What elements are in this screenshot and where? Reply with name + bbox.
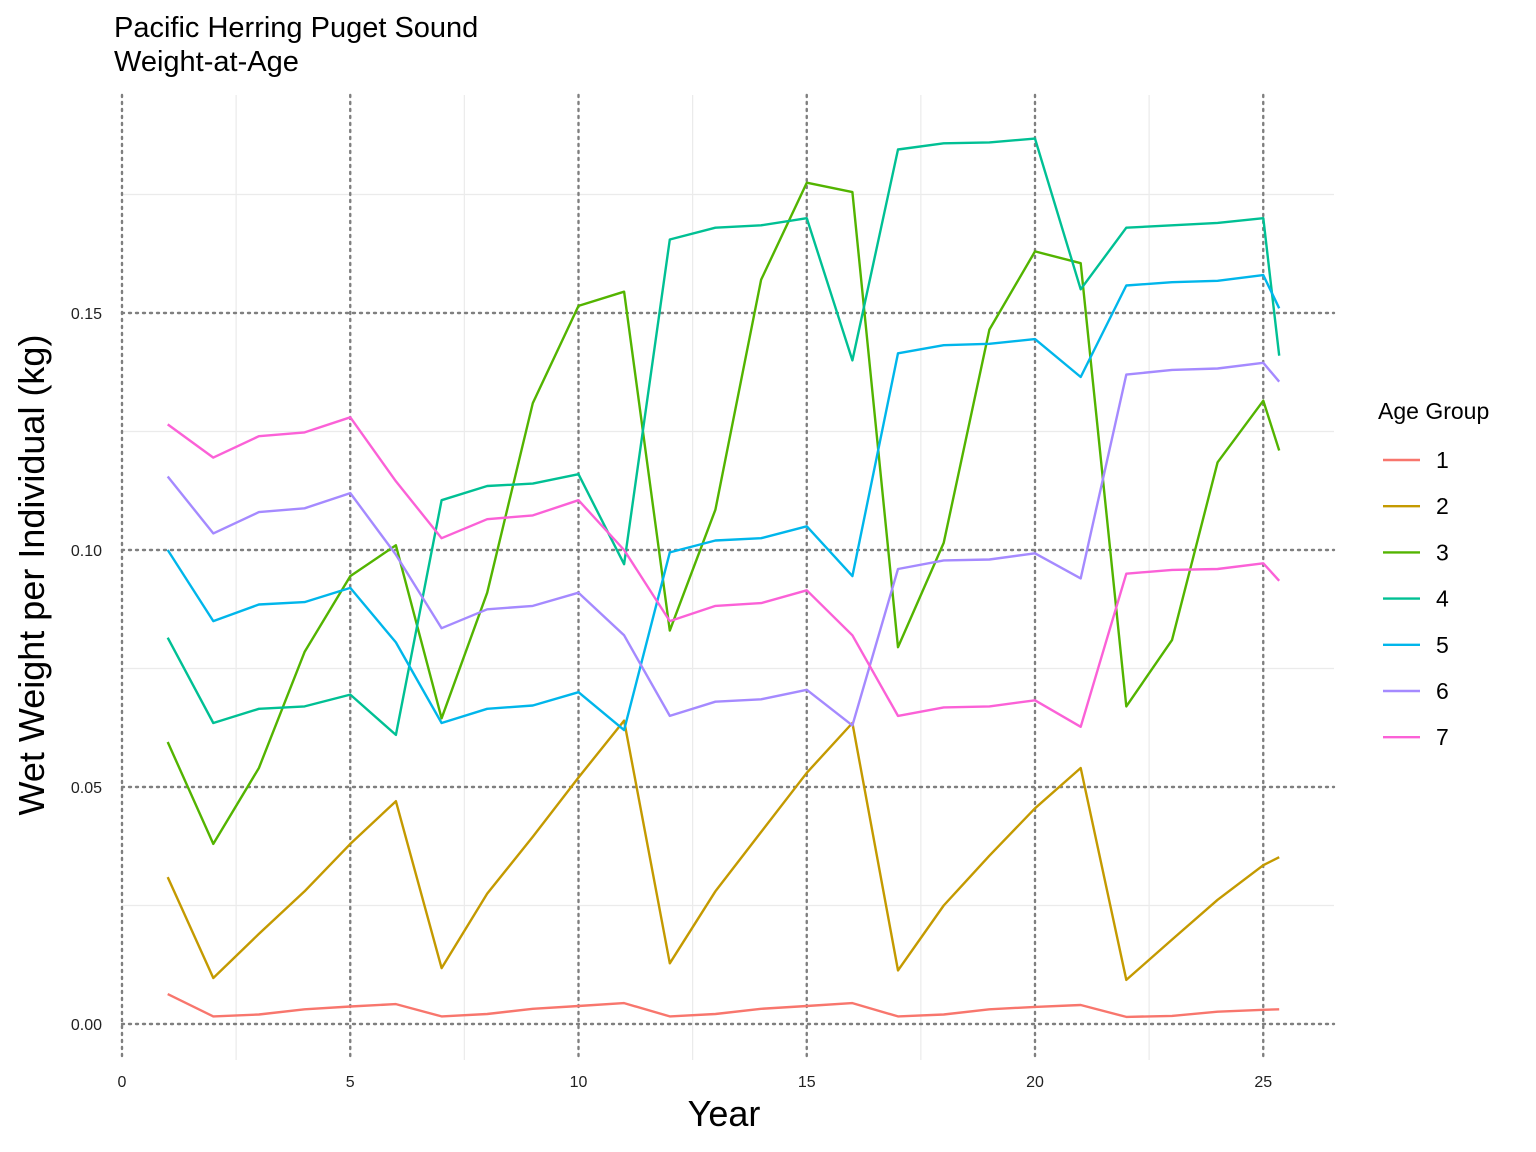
chart-subtitle: Weight-at-Age [114,46,299,78]
x-tick-label: 15 [798,1074,816,1091]
y-tick-label: 0.00 [71,1017,102,1034]
series-lines [166,137,1281,1019]
legend-label-age-6: 6 [1436,678,1449,704]
legend-label-age-2: 2 [1436,493,1449,519]
series-line-age-1 [167,993,1280,1019]
series-line-age-6 [166,361,1281,727]
y-tick-label: 0.05 [71,780,102,797]
series-line-age-7 [166,416,1281,728]
legend-label-age-7: 7 [1436,724,1449,750]
series-line-age-5 [166,273,1281,732]
legend-label-age-4: 4 [1436,586,1449,612]
x-tick-label: 25 [1254,1074,1272,1091]
legend-label-age-1: 1 [1436,447,1449,473]
chart-title: Pacific Herring Puget Sound [114,12,478,44]
x-tick-label: 20 [1026,1074,1044,1091]
chart-title-block: Pacific Herring Puget Sound Weight-at-Ag… [114,12,478,78]
legend-label-age-3: 3 [1436,539,1449,565]
x-tick-labels: 0 5 10 15 20 25 [118,1074,1273,1091]
x-tick-label: 10 [570,1074,588,1091]
y-tick-label: 0.15 [71,306,102,323]
y-tick-labels: 0.00 0.05 0.10 0.15 [71,306,102,1034]
x-axis-title: Year [688,1093,761,1134]
x-tick-label: 5 [346,1074,355,1091]
y-axis-title: Wet Weight per Individual (kg) [11,335,52,816]
series-line-age-4 [166,137,1281,737]
legend: Age Group 1 2 3 4 5 6 7 [1378,398,1489,750]
minor-gridlines [122,95,1334,1060]
legend-label-age-5: 5 [1436,632,1449,658]
legend-title: Age Group [1378,398,1489,424]
major-gridlines [120,93,1336,1062]
y-tick-label: 0.10 [71,543,102,560]
series-line-age-3 [166,181,1281,846]
series-line-age-2 [166,719,1280,982]
x-tick-label: 0 [118,1074,127,1091]
